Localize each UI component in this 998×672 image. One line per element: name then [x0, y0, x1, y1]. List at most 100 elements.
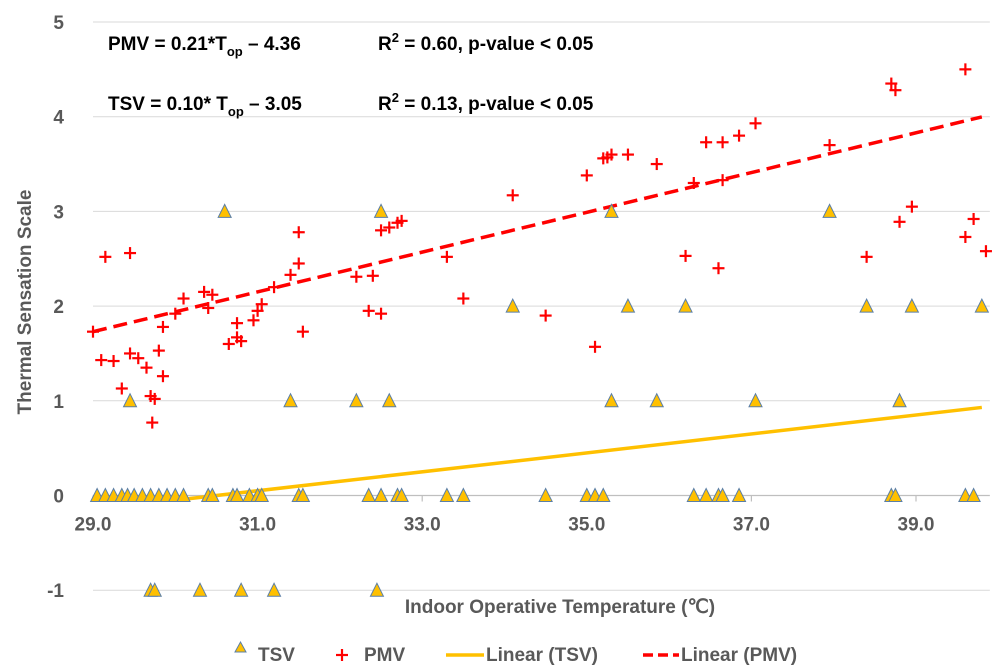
tsv-point — [715, 487, 730, 502]
tsv-point — [698, 487, 714, 502]
y-tick-label: 5 — [53, 13, 64, 34]
pmv-point — [749, 117, 762, 130]
tsv-points — [89, 203, 990, 597]
pmv-point — [124, 247, 137, 260]
pmv-point — [679, 249, 692, 262]
x-tick-label: 29.0 — [75, 515, 112, 536]
pmv-point — [375, 307, 388, 320]
pmv-point — [198, 285, 211, 298]
tsv-point — [966, 487, 981, 502]
tsv-point — [373, 487, 389, 502]
gridlines — [93, 21, 990, 591]
pmv-point — [860, 250, 873, 263]
tsv-point — [122, 392, 138, 408]
tsv-fit-stats: R2 = 0.13, p-value < 0.05 — [378, 90, 594, 115]
pmv-point — [95, 354, 108, 367]
pmv-point — [255, 298, 268, 311]
pmv-point — [621, 148, 634, 161]
tsv-point — [822, 203, 837, 218]
tsv-point — [369, 582, 385, 597]
pmv-point — [733, 129, 746, 142]
tsv-point — [678, 297, 693, 313]
pmv-equation: PMV = 0.21*Top – 4.36 — [108, 34, 301, 59]
legend-pmv-marker — [336, 649, 348, 661]
x-tick-labels: 29.0 31.0 33.0 35.0 37.0 39.0 — [75, 515, 935, 536]
legend-item-linear-pmv: Linear (PMV) — [643, 645, 797, 666]
tsv-point — [394, 487, 409, 502]
tsv-equation: TSV = 0.10* Top – 3.05 — [108, 94, 302, 119]
pmv-fit-stats: R2 = 0.60, p-value < 0.05 — [378, 30, 594, 55]
legend-item-linear-tsv: Linear (TSV) — [446, 645, 598, 666]
pmv-point — [959, 63, 972, 76]
pmv-point — [350, 270, 363, 283]
tsv-point — [748, 392, 763, 408]
y-tick-label: 3 — [53, 202, 64, 223]
pmv-point — [905, 200, 918, 213]
legend-item-tsv: TSV — [234, 640, 295, 666]
pmv-point — [375, 224, 388, 237]
y-tick-label: 1 — [53, 392, 64, 413]
pmv-point — [268, 281, 281, 294]
tsv-point — [147, 582, 163, 597]
pmv-point — [152, 344, 165, 357]
pmv-point — [87, 325, 99, 338]
pmv-point — [712, 262, 725, 275]
tsv-point — [731, 487, 747, 502]
pmv-point — [700, 136, 713, 149]
legend-linear-tsv-label: Linear (TSV) — [486, 645, 598, 666]
pmv-point — [146, 416, 159, 429]
tsv-point — [229, 487, 245, 502]
pmv-point — [605, 148, 618, 161]
pmv-point — [169, 307, 182, 320]
tsv-point — [859, 297, 874, 313]
pmv-point — [650, 158, 663, 171]
y-axis-title: Thermal Sensation Scale — [15, 190, 36, 415]
legend: TSV PMV Linear (TSV) Linear (PMV) — [234, 640, 797, 666]
tsv-point — [205, 487, 220, 502]
x-tick-label: 37.0 — [733, 515, 770, 536]
tsv-point — [649, 392, 665, 408]
tsv-point — [888, 487, 903, 502]
pmv-point — [823, 139, 836, 152]
tsv-point — [283, 392, 298, 408]
tsv-point — [176, 487, 191, 502]
tsv-point — [373, 203, 389, 218]
pmv-point — [687, 176, 700, 189]
pmv-point — [296, 325, 309, 338]
pmv-point — [247, 314, 260, 327]
pmv-point — [206, 288, 219, 301]
y-tick-label: 2 — [53, 297, 64, 318]
tsv-point — [538, 487, 553, 502]
y-tick-label: 4 — [53, 108, 64, 129]
tsv-point — [254, 487, 270, 502]
pmv-point — [107, 355, 120, 368]
pmv-point — [440, 250, 453, 263]
legend-pmv-label: PMV — [364, 645, 406, 666]
pmv-point — [235, 335, 248, 348]
tsv-point — [381, 392, 397, 408]
pmv-point — [979, 245, 992, 258]
pmv-point — [222, 337, 235, 350]
pmv-point — [202, 301, 215, 314]
trend-line-tsv — [175, 405, 983, 502]
pmv-point — [539, 309, 552, 322]
tsv-point — [192, 582, 208, 597]
pmv-point — [124, 347, 137, 360]
pmv-point — [893, 215, 906, 228]
legend-item-pmv: PMV — [336, 645, 406, 666]
pmv-point — [292, 226, 305, 239]
pmv-point — [156, 370, 169, 383]
tsv-point — [233, 582, 249, 597]
pmv-point — [716, 174, 729, 187]
pmv-point — [967, 212, 980, 225]
tsv-point — [505, 297, 521, 313]
tsv-point — [904, 297, 920, 313]
pmv-point — [457, 292, 470, 305]
pmv-point — [148, 392, 161, 405]
tsv-point — [620, 297, 636, 313]
trend-lines — [92, 115, 983, 502]
tsv-point — [439, 487, 455, 502]
pmv-point — [231, 317, 244, 330]
pmv-point — [177, 292, 190, 305]
